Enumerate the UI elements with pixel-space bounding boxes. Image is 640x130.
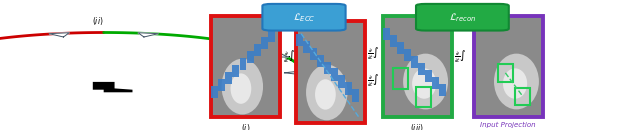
FancyBboxPatch shape — [416, 4, 509, 31]
FancyBboxPatch shape — [239, 58, 246, 70]
FancyBboxPatch shape — [296, 21, 365, 123]
Ellipse shape — [403, 54, 448, 109]
FancyBboxPatch shape — [390, 35, 397, 47]
Ellipse shape — [412, 68, 436, 99]
FancyBboxPatch shape — [425, 70, 432, 82]
Polygon shape — [49, 33, 69, 37]
FancyBboxPatch shape — [317, 54, 324, 67]
FancyBboxPatch shape — [303, 41, 310, 53]
FancyBboxPatch shape — [253, 44, 260, 56]
FancyBboxPatch shape — [383, 28, 390, 40]
FancyBboxPatch shape — [345, 82, 352, 95]
FancyBboxPatch shape — [246, 51, 253, 63]
FancyBboxPatch shape — [262, 4, 346, 31]
FancyBboxPatch shape — [331, 69, 338, 81]
FancyBboxPatch shape — [211, 16, 280, 117]
FancyBboxPatch shape — [353, 89, 359, 102]
FancyBboxPatch shape — [296, 34, 303, 46]
Polygon shape — [267, 53, 289, 57]
Text: $\frac{\partial}{\partial t}\int$: $\frac{\partial}{\partial t}\int$ — [283, 48, 296, 65]
FancyBboxPatch shape — [418, 63, 425, 75]
Text: $(iii)$: $(iii)$ — [308, 63, 322, 75]
Ellipse shape — [230, 73, 252, 104]
Ellipse shape — [221, 59, 263, 115]
Text: $(i)$: $(i)$ — [241, 122, 250, 130]
Text: $\mathcal{L}_{ECC}$: $\mathcal{L}_{ECC}$ — [292, 11, 316, 24]
FancyBboxPatch shape — [383, 16, 452, 117]
FancyBboxPatch shape — [268, 30, 275, 42]
Text: $(ii)$: $(ii)$ — [324, 128, 336, 130]
FancyBboxPatch shape — [338, 75, 345, 88]
FancyBboxPatch shape — [440, 84, 446, 96]
Polygon shape — [216, 40, 237, 44]
Text: $(ii)$: $(ii)$ — [92, 15, 103, 27]
FancyBboxPatch shape — [310, 48, 317, 60]
FancyBboxPatch shape — [404, 49, 411, 61]
FancyBboxPatch shape — [324, 61, 331, 74]
Text: $\frac{\partial}{\partial t}\int$: $\frac{\partial}{\partial t}\int$ — [454, 48, 467, 65]
FancyBboxPatch shape — [397, 42, 404, 54]
Text: $(iii)$: $(iii)$ — [410, 122, 424, 130]
FancyBboxPatch shape — [218, 79, 225, 91]
Text: $\mathcal{L}_{recon}$: $\mathcal{L}_{recon}$ — [449, 11, 476, 24]
Ellipse shape — [306, 64, 348, 120]
FancyBboxPatch shape — [411, 56, 418, 68]
FancyBboxPatch shape — [225, 72, 232, 84]
FancyBboxPatch shape — [260, 37, 268, 49]
FancyBboxPatch shape — [211, 86, 218, 98]
FancyBboxPatch shape — [474, 16, 543, 117]
Ellipse shape — [315, 79, 336, 110]
Polygon shape — [284, 71, 304, 75]
FancyBboxPatch shape — [232, 65, 239, 77]
Polygon shape — [93, 82, 132, 92]
Text: Input Projection: Input Projection — [481, 122, 536, 128]
FancyBboxPatch shape — [432, 77, 439, 89]
Polygon shape — [138, 33, 158, 37]
Text: $\frac{\partial}{\partial t}\int$: $\frac{\partial}{\partial t}\int$ — [367, 46, 380, 62]
Text: $\frac{\partial}{\partial t}\int$: $\frac{\partial}{\partial t}\int$ — [367, 72, 380, 89]
Ellipse shape — [503, 68, 527, 99]
Ellipse shape — [494, 54, 539, 109]
